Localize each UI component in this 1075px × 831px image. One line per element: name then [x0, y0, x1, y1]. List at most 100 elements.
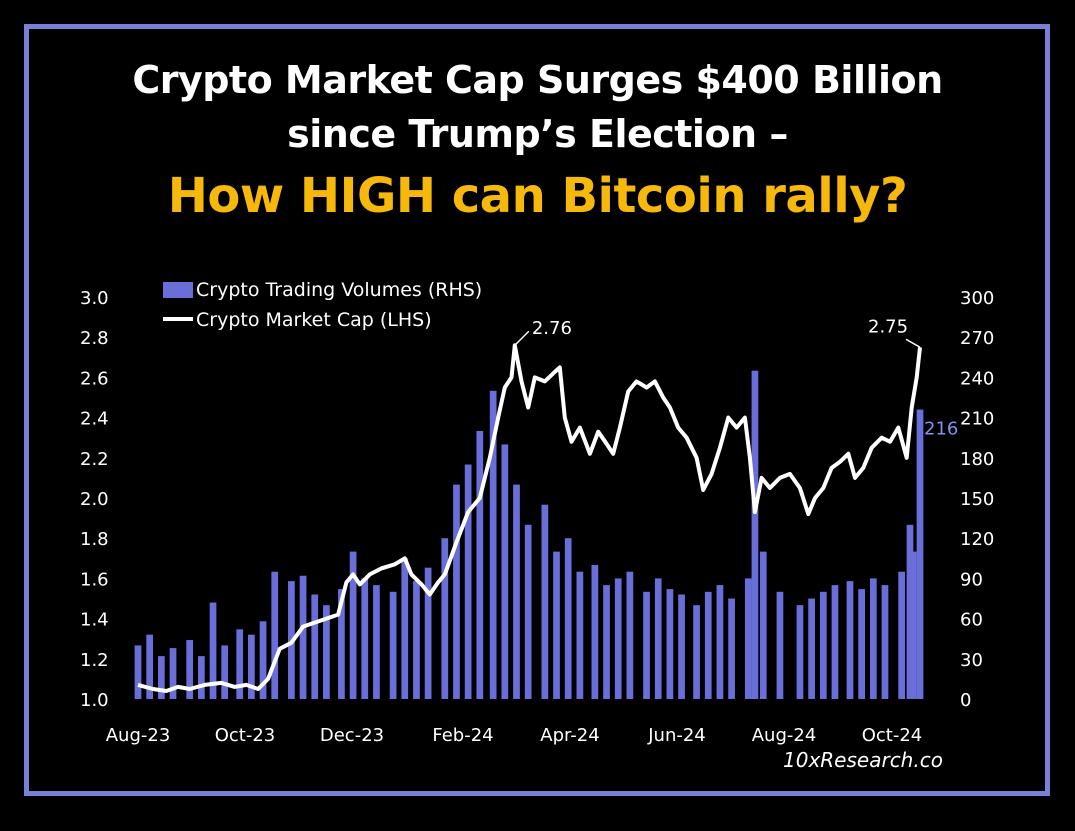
chart-frame — [24, 24, 1050, 796]
volume-bar — [553, 551, 560, 699]
volume-bar — [831, 585, 839, 699]
volume-bar — [373, 585, 380, 699]
y-right-tick-label: 180 — [960, 449, 994, 470]
x-tick-label: Aug-24 — [752, 725, 817, 746]
y-left-tick-label: 1.4 — [80, 610, 109, 631]
volume-bar — [441, 538, 449, 699]
x-tick-label: Apr-24 — [540, 725, 599, 746]
volume-bar — [299, 575, 307, 699]
volume-bar — [186, 640, 194, 699]
volume-bar — [654, 578, 662, 699]
volume-bar — [134, 645, 142, 699]
volume-bar — [489, 390, 497, 699]
y-right-tick-label: 270 — [960, 328, 994, 349]
y-right-tick-label: 120 — [960, 529, 994, 550]
y-left-tick-label: 2.4 — [80, 409, 109, 430]
volume-bar — [819, 591, 827, 699]
volume-bar — [169, 648, 177, 699]
peak-value-label: 2.76 — [532, 318, 572, 339]
y-left-tick-label: 1.6 — [80, 569, 109, 590]
volume-bar — [413, 581, 420, 699]
volume-bar — [728, 598, 735, 699]
volume-bar — [157, 656, 165, 699]
y-left-tick-label: 1.0 — [80, 690, 109, 711]
volume-bar — [759, 551, 767, 699]
volume-bar — [209, 602, 217, 699]
volume-bar — [614, 578, 622, 699]
x-tick-label: Dec-23 — [320, 725, 384, 746]
volume-bar — [666, 589, 674, 699]
y-right-tick-label: 240 — [960, 368, 994, 389]
volume-bar — [476, 431, 484, 699]
volume-bar — [221, 645, 229, 699]
volume-bar — [881, 585, 889, 699]
y-left-tick-label: 2.6 — [80, 368, 109, 389]
volume-bar — [259, 621, 267, 699]
x-tick-label: Oct-24 — [862, 725, 923, 746]
y-left-tick-label: 1.8 — [80, 529, 109, 550]
y-right-tick-label: 30 — [960, 650, 983, 671]
y-left-tick-label: 3.0 — [80, 288, 109, 309]
y-left-tick-label: 2.8 — [80, 328, 109, 349]
volume-bar — [361, 578, 369, 699]
volume-bar — [338, 589, 345, 699]
market-cap-line — [137, 343, 922, 693]
legend-swatch-volumes — [163, 282, 193, 298]
x-tick-label: Jun-24 — [647, 725, 706, 746]
x-tick-label: Oct-23 — [215, 725, 276, 746]
y-left-tick-label: 1.2 — [80, 650, 109, 671]
volume-bar — [524, 524, 532, 699]
volume-last-label: 216 — [924, 419, 958, 440]
volume-bar — [311, 594, 319, 699]
title-line-2: since Trump’s Election – — [287, 112, 788, 156]
volume-bar — [146, 634, 154, 699]
volume-bar — [424, 567, 432, 699]
volume-bar — [576, 571, 584, 699]
y-right-tick-label: 150 — [960, 489, 994, 510]
volume-bar — [323, 605, 330, 699]
volume-bar — [898, 571, 906, 699]
volume-bar — [401, 558, 409, 699]
volume-bar — [464, 464, 472, 699]
peak-label-leader — [514, 330, 530, 346]
volume-bar — [704, 591, 712, 699]
volume-bar — [846, 581, 854, 699]
volume-bar — [776, 591, 784, 699]
x-tick-label: Aug-23 — [106, 725, 171, 746]
last-value-label: 2.75 — [868, 316, 908, 337]
volume-bar — [796, 605, 804, 699]
y-left-tick-label: 2.0 — [80, 489, 109, 510]
y-right-tick-label: 300 — [960, 288, 994, 309]
volume-bar — [909, 551, 917, 699]
volume-bar — [603, 585, 610, 699]
volume-bar — [349, 551, 357, 699]
volume-bar — [643, 591, 650, 699]
volume-bar — [453, 484, 460, 699]
volume-bar — [564, 538, 572, 699]
volume-bar — [541, 504, 549, 699]
volume-bar — [591, 565, 599, 699]
volume-bar — [678, 594, 685, 699]
volume-bar — [271, 571, 279, 699]
volume-bar — [389, 591, 397, 699]
last-label-leader — [905, 338, 921, 348]
source-label: 10xResearch.co — [783, 748, 943, 772]
volume-bar — [248, 634, 255, 699]
y-right-tick-label: 210 — [960, 409, 994, 430]
volume-bar — [916, 409, 924, 699]
x-tick-label: Feb-24 — [432, 725, 493, 746]
y-right-tick-label: 0 — [960, 690, 971, 711]
legend-label-volumes: Crypto Trading Volumes (RHS) — [196, 279, 482, 301]
volume-bar — [693, 605, 700, 699]
volume-bar — [236, 629, 244, 699]
volume-bar — [858, 589, 866, 699]
volume-bar — [716, 585, 724, 699]
volume-bar — [808, 598, 815, 699]
volume-bar — [744, 578, 752, 699]
volume-bar — [198, 656, 205, 699]
volume-bar — [501, 444, 509, 699]
legend-label-market-cap: Crypto Market Cap (LHS) — [196, 309, 432, 331]
y-left-tick-label: 2.2 — [80, 449, 109, 470]
title-line-3: How HIGH can Bitcoin rally? — [167, 168, 908, 224]
